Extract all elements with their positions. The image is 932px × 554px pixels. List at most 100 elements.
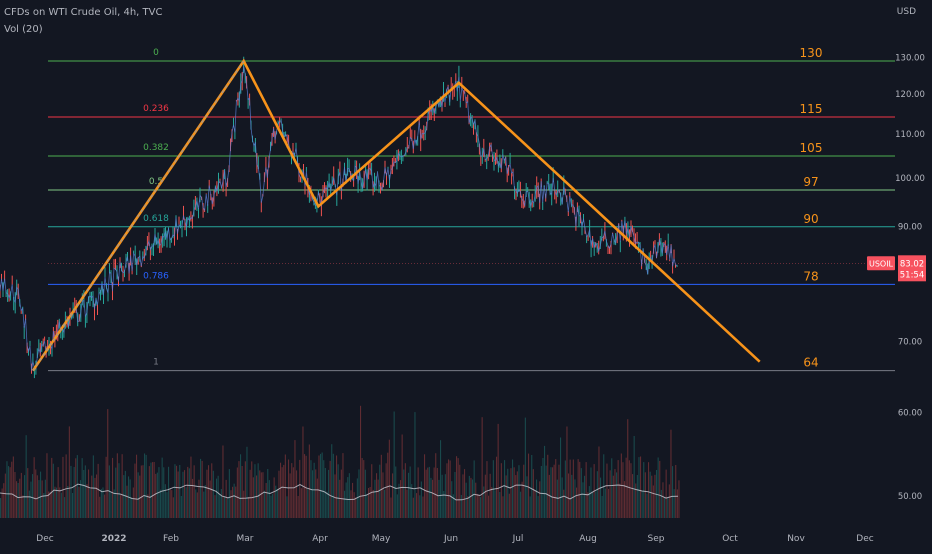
time-tick-label: Dec [856, 534, 873, 544]
volume-bar [320, 453, 322, 518]
volume-bar [587, 492, 589, 518]
volume-bar [281, 467, 283, 518]
volume-bar [372, 489, 374, 518]
volume-bar [355, 497, 357, 518]
volume-bar [664, 496, 666, 518]
volume-bar [520, 491, 522, 518]
volume-bar [225, 479, 227, 518]
volume-bar [259, 470, 261, 518]
time-tick-label: Mar [237, 534, 254, 544]
volume-bar [486, 461, 488, 518]
volume-bar [313, 462, 315, 518]
volume-bar [65, 454, 67, 518]
fib-ratio-label: 0.382 [143, 143, 169, 153]
volume-bar [566, 426, 568, 518]
volume-bar [304, 454, 306, 518]
fib-target-label: 78 [803, 269, 818, 283]
volume-bar [630, 463, 632, 518]
volume-bar [118, 463, 120, 518]
volume-bar [169, 488, 171, 518]
volume-bar [617, 460, 619, 518]
pattern-trendline[interactable] [31, 58, 761, 372]
volume-bar [358, 469, 360, 518]
volume-bar [62, 456, 64, 518]
volume-bar [28, 490, 30, 518]
fib-trend-line[interactable] [32, 60, 245, 371]
volume-bar [377, 479, 379, 518]
volume-bar [422, 496, 424, 518]
volume-bar [483, 486, 485, 518]
volume-bar [574, 479, 576, 518]
volume-bar [625, 457, 627, 518]
volume-bar [54, 486, 56, 518]
volume-average-line [0, 483, 679, 501]
volume-bar [233, 483, 235, 518]
volume-bar [244, 461, 246, 518]
volume-bar [235, 486, 237, 518]
volume-bar [275, 485, 277, 518]
volume-bar [515, 475, 517, 518]
volume-bar [17, 483, 19, 518]
volume-bar [403, 469, 405, 518]
last-price-badge[interactable] [898, 255, 926, 282]
price-series-line[interactable] [0, 66, 678, 371]
volume-bar [318, 455, 320, 518]
volume-bar [4, 473, 6, 518]
volume-bar [555, 459, 557, 518]
volume-bar [238, 461, 240, 518]
volume-bar [132, 487, 134, 518]
volume-bar [166, 492, 168, 518]
volume-bar [16, 481, 18, 518]
time-tick-label: 2022 [101, 534, 126, 544]
volume-bar [648, 462, 650, 518]
volume-bar [76, 455, 78, 518]
volume-bar [553, 464, 555, 518]
volume-bar [376, 473, 378, 518]
volume-bar [273, 477, 275, 518]
volume-bar [152, 462, 154, 518]
volume-bar [350, 490, 352, 518]
volume-bar [289, 473, 291, 518]
volume-bar [142, 465, 144, 518]
volume-bar [353, 492, 355, 518]
volume-bar [481, 417, 483, 518]
volume-bar [563, 489, 565, 518]
volume-bar [595, 491, 597, 518]
volume-bar [14, 472, 16, 518]
volume-bar [3, 483, 5, 518]
volume-bar [12, 456, 14, 518]
volume-bar [508, 493, 510, 518]
volume-bar [670, 429, 672, 518]
volume-bar [611, 458, 613, 518]
volume-bar [331, 444, 333, 518]
volume-bar [512, 459, 514, 518]
volume-bar [219, 494, 221, 518]
volume-bar [393, 411, 395, 518]
volume-bar [344, 490, 346, 518]
volume-bar [473, 460, 475, 518]
volume-bar [168, 466, 170, 518]
volume-bar [115, 467, 117, 518]
volume-bar [40, 471, 42, 518]
volume-bar [489, 473, 491, 518]
volume-bar [283, 464, 285, 518]
volume-bar [25, 435, 27, 518]
volume-bar [657, 457, 659, 518]
volume-bar [452, 494, 454, 518]
volume-bar [444, 474, 446, 518]
volume-bar [227, 497, 229, 518]
volume-bar [404, 463, 406, 518]
volume-bar [369, 487, 371, 518]
time-tick-label: Nov [787, 534, 805, 544]
fib-ratio-label: 0 [153, 48, 159, 58]
volume-bar [534, 490, 536, 518]
volume-bar [507, 468, 509, 518]
symbol-badge[interactable] [867, 256, 895, 271]
volume-bar [348, 473, 350, 518]
volume-bar [544, 445, 546, 518]
volume-bar [249, 469, 251, 518]
volume-bar [51, 457, 53, 518]
volume-bar [406, 489, 408, 518]
